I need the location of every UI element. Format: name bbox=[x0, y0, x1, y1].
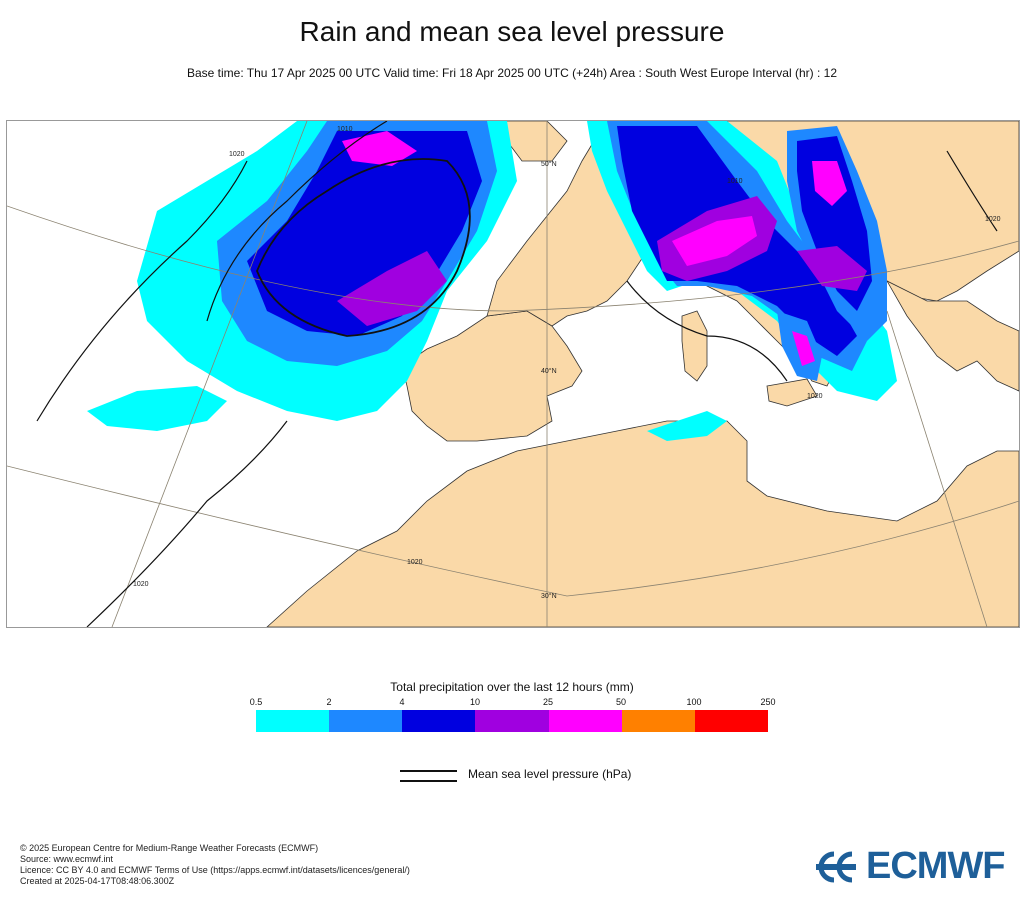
land-balkans bbox=[885, 280, 1019, 392]
isobar-label-5: 1020 bbox=[985, 216, 1001, 223]
legend-tick: 100 bbox=[686, 697, 702, 707]
precip-atlantic-purple bbox=[337, 251, 447, 326]
precip-atlantic-magenta bbox=[342, 131, 417, 166]
precip-med-cyan bbox=[647, 411, 727, 441]
ecmwf-logo-icon bbox=[816, 851, 856, 882]
precipitation-layer bbox=[87, 121, 897, 441]
legend-swatch bbox=[329, 710, 403, 732]
footer-copyright: © 2025 European Centre for Medium-Range … bbox=[20, 843, 319, 853]
weather-map: 1020 1020 1010 1010 1020 1020 1020 50°N … bbox=[6, 120, 1020, 628]
legend-tick: 50 bbox=[615, 697, 627, 707]
isobar-label-7: 1020 bbox=[807, 393, 823, 400]
legend-swatch bbox=[621, 710, 695, 732]
lat-line-40 bbox=[7, 465, 1019, 597]
legend-tick: 4 bbox=[399, 697, 405, 707]
lat-label-50: 50°N bbox=[541, 160, 557, 168]
legend-tick: 0.5 bbox=[249, 697, 263, 707]
lat-line-50 bbox=[7, 205, 1019, 312]
lat-label-30: 30°N bbox=[541, 592, 557, 600]
ecmwf-logo-text: ECMWF bbox=[866, 845, 1006, 887]
legend-tick: 10 bbox=[469, 697, 481, 707]
map-svg: 1020 1020 1010 1010 1020 1020 1020 50°N … bbox=[7, 121, 1019, 627]
precip-italy-magenta bbox=[672, 216, 757, 266]
legend-swatch bbox=[475, 710, 549, 732]
lon-line-west bbox=[111, 121, 308, 627]
legend-swatch bbox=[256, 710, 330, 732]
legend-tick: 250 bbox=[760, 697, 776, 707]
legend-swatch bbox=[694, 710, 768, 732]
precip-balkan-purple bbox=[797, 246, 867, 291]
footer: © 2025 European Centre for Medium-Range … bbox=[20, 843, 410, 887]
legend-title: Total precipitation over the last 12 hou… bbox=[390, 680, 634, 694]
isobar-low-inner bbox=[256, 158, 471, 337]
isobar-label-2: 1020 bbox=[133, 581, 149, 588]
isobar-label-6: 1020 bbox=[407, 559, 423, 566]
chart-title: Rain and mean sea level pressure bbox=[299, 16, 725, 47]
legend-swatch bbox=[402, 710, 476, 732]
mslp-legend-line bbox=[400, 770, 457, 782]
map-labels: 1020 1020 1010 1010 1020 1020 1020 50°N … bbox=[133, 126, 1001, 600]
lon-line-east bbox=[886, 310, 988, 627]
legend-swatch bbox=[548, 710, 622, 732]
land-sicily bbox=[766, 378, 818, 407]
isobar-west bbox=[36, 160, 248, 422]
isobar-label-4: 1010 bbox=[727, 178, 743, 185]
legend-tick: 2 bbox=[326, 697, 332, 707]
precip-italy-south-magenta bbox=[792, 331, 815, 366]
isobar-label-3: 1010 bbox=[337, 126, 353, 133]
land-north-africa bbox=[266, 420, 1019, 627]
lat-label-40: 40°N bbox=[541, 367, 557, 375]
isobar-low-outer bbox=[206, 121, 388, 322]
isobar-southwest bbox=[86, 420, 288, 627]
legend-colorbar bbox=[256, 710, 768, 732]
mslp-legend-label: Mean sea level pressure (hPa) bbox=[468, 767, 632, 781]
precip-balkan-magenta bbox=[812, 161, 847, 206]
isobar-east bbox=[946, 150, 998, 232]
isobar-label-1: 1020 bbox=[229, 151, 245, 158]
footer-licence: Licence: CC BY 4.0 and ECMWF Terms of Us… bbox=[20, 865, 410, 875]
ecmwf-logo: ECMWF bbox=[812, 845, 1006, 888]
isobars bbox=[36, 121, 998, 627]
legend-tick: 25 bbox=[542, 697, 554, 707]
graticule bbox=[7, 121, 1019, 627]
land-iberia bbox=[401, 310, 583, 442]
chart-subtitle: Base time: Thu 17 Apr 2025 00 UTC Valid … bbox=[187, 66, 837, 80]
isobar-italy bbox=[626, 280, 788, 382]
land-sardinia bbox=[681, 310, 708, 382]
footer-source: Source: www.ecmwf.int bbox=[20, 854, 114, 864]
footer-created: Created at 2025-04-17T08:48:06.300Z bbox=[20, 876, 175, 886]
